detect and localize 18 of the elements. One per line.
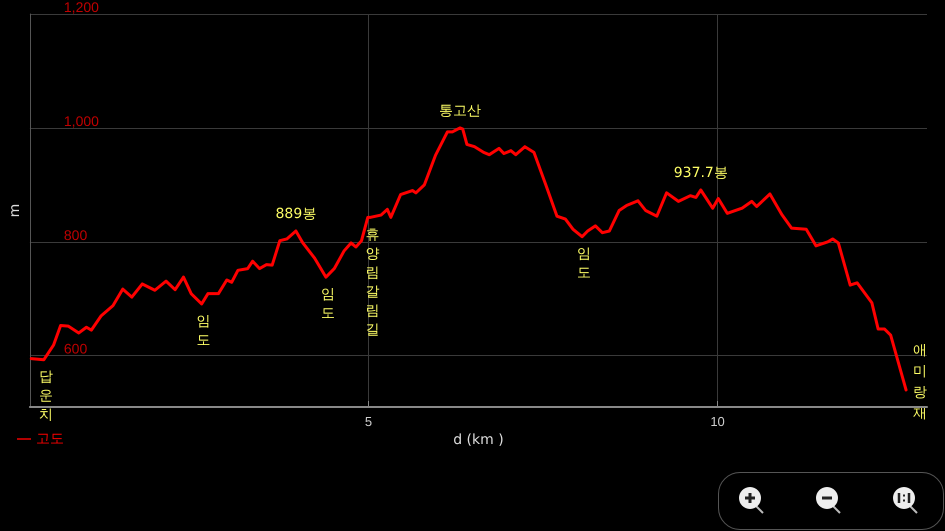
annotation: 휴양림갈림길: [366, 226, 380, 338]
annotation: 애미랑재: [913, 342, 928, 422]
x-axis-title: d (km ): [453, 432, 504, 448]
y-tick-label: 1,000: [64, 112, 100, 129]
legend-label: 고도: [36, 431, 64, 447]
annotation: 임도: [196, 313, 211, 348]
annotation: 임도: [577, 246, 592, 282]
x-tick-label: 10: [710, 414, 725, 429]
annotation: 답운치: [38, 369, 53, 424]
annotation: 889봉: [276, 206, 316, 222]
y-tick-label: 800: [64, 226, 88, 243]
x-tick-label: 5: [364, 414, 372, 429]
y-tick-label: 1,200: [64, 0, 100, 15]
y-axis-title: m: [7, 204, 23, 218]
y-tick-label: 600: [64, 340, 88, 357]
annotation: 임도: [320, 286, 335, 322]
annotation: 통고산: [438, 102, 481, 119]
annotation: 937.7봉: [674, 164, 728, 181]
